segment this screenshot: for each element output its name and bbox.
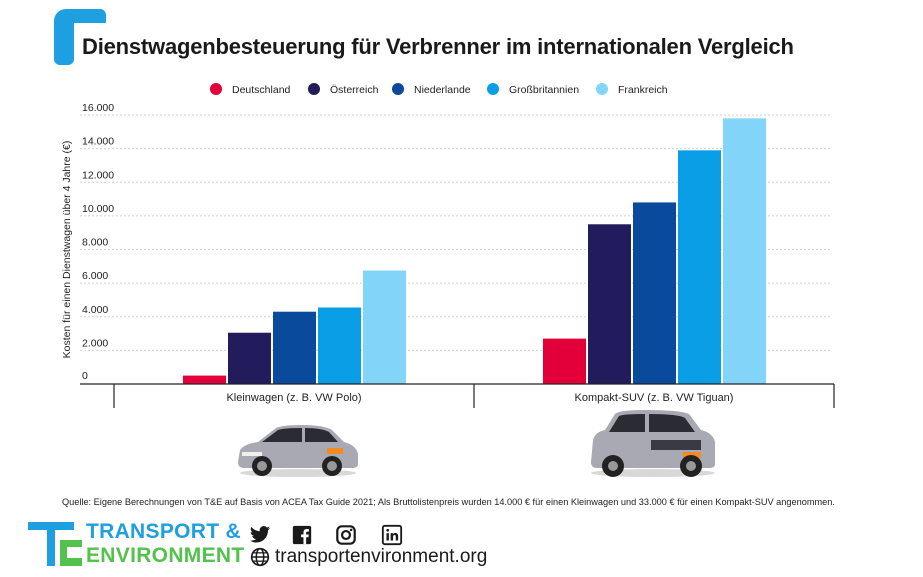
source-note: Quelle: Eigene Berechnungen von T&E auf … <box>62 497 835 507</box>
corner-bracket-icon <box>54 9 106 65</box>
x-category-label: Kleinwagen (z. B. VW Polo) <box>226 392 361 404</box>
linkedin-icon[interactable] <box>381 524 403 546</box>
y-tick-label: 14.000 <box>82 136 114 148</box>
chart-title: Dienstwagenbesteuerung für Verbrenner im… <box>82 34 794 59</box>
legend-label: Großbritannien <box>509 84 579 96</box>
legend-label: Österreich <box>330 84 379 96</box>
bar-großbritannien <box>678 150 721 384</box>
facebook-icon[interactable] <box>291 524 313 546</box>
legend-marker <box>596 83 608 95</box>
website-link[interactable]: transportenvironment.org <box>250 545 487 569</box>
y-tick-label: 8.000 <box>82 237 108 249</box>
legend-marker <box>210 83 222 95</box>
te-logo-icon <box>28 522 82 566</box>
bar-chart: 0 2.000 4.000 6.000 8.000 10.000 12.000 14.000 1… <box>61 83 835 408</box>
twitter-icon[interactable] <box>249 524 271 546</box>
bar-deutschland <box>183 375 226 384</box>
y-tick-label: 12.000 <box>82 169 114 181</box>
suv-car-image <box>591 410 715 477</box>
legend-marker <box>308 83 320 95</box>
brand-line-1: TRANSPORT & <box>86 520 241 543</box>
brand-name: TRANSPORT & ENVIRONMENT <box>86 520 244 568</box>
bar-frankreich <box>363 270 406 384</box>
small-car-image <box>238 425 358 477</box>
globe-icon <box>250 547 270 567</box>
y-axis-label: Kosten für einen Dienstwagen über 4 Jahr… <box>61 141 73 359</box>
bar-österreich <box>228 332 271 384</box>
y-tick-label: 10.000 <box>82 203 114 215</box>
legend-label: Niederlande <box>414 84 471 96</box>
y-tick-label: 16.000 <box>82 102 114 114</box>
legend-label: Frankreich <box>618 84 668 96</box>
bar-niederlande <box>633 202 676 384</box>
bar-frankreich <box>723 118 766 385</box>
website-url: transportenvironment.org <box>275 546 488 567</box>
bar-deutschland <box>543 338 586 384</box>
y-tick-label: 0 <box>82 370 88 382</box>
y-tick-label: 4.000 <box>82 304 108 316</box>
bar-österreich <box>588 224 631 384</box>
legend-marker <box>487 83 499 95</box>
bar-niederlande <box>273 311 316 384</box>
legend-label: Deutschland <box>232 84 291 96</box>
brand-line-2: ENVIRONMENT <box>86 544 245 567</box>
bar-großbritannien <box>318 307 361 384</box>
y-tick-label: 2.000 <box>82 337 108 349</box>
x-category-label: Kompakt-SUV (z. B. VW Tiguan) <box>575 392 734 404</box>
legend-marker <box>392 83 404 95</box>
instagram-icon[interactable] <box>335 524 357 546</box>
y-tick-label: 6.000 <box>82 270 108 282</box>
